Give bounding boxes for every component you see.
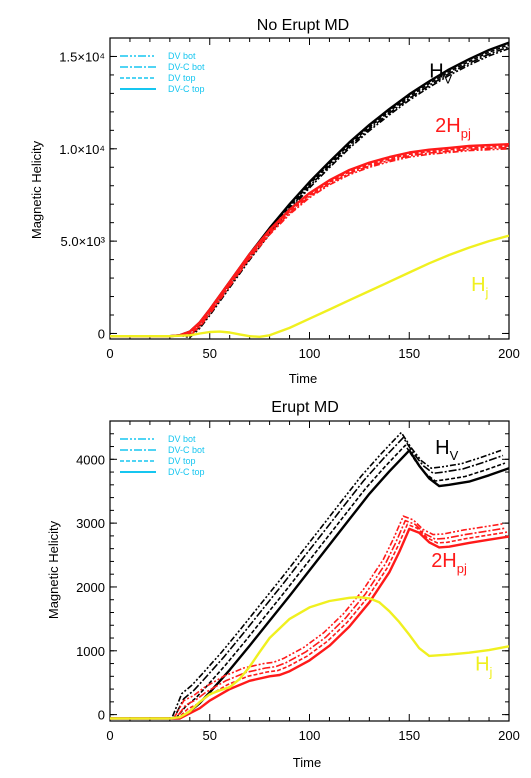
curve-label-HV: HV	[429, 61, 452, 87]
curves	[110, 41, 509, 339]
y-tick-label: 3000	[76, 516, 105, 531]
legend-label: DV-C bot	[168, 445, 205, 455]
curve-label-2Hpj: 2Hpj	[431, 550, 467, 576]
legend-label: DV bot	[168, 434, 196, 444]
chart-title: Erupt MD	[271, 399, 339, 416]
series-line-2Hpj	[110, 143, 509, 338]
curve-label-HV: HV	[435, 437, 458, 463]
y-tick-label: 1.0×10⁴	[59, 142, 105, 157]
legend-label: DV-C bot	[168, 62, 205, 72]
series-line-2Hpj	[110, 527, 509, 720]
y-tick-label: 1.5×10⁴	[59, 49, 105, 64]
x-tick-label: 100	[299, 346, 321, 361]
x-tick-label: 100	[299, 728, 321, 743]
y-tick-label: 2000	[76, 580, 105, 595]
x-tick-label: 50	[203, 346, 217, 361]
legend-label: DV top	[168, 456, 196, 466]
panel-erupt: Erupt MD Magnetic Helicity Time 0 50 100 15…	[46, 399, 520, 770]
series-line-2Hpj	[110, 148, 509, 338]
x-tick-label: 0	[106, 728, 113, 743]
curve-label-2Hpj: 2Hpj	[435, 115, 471, 141]
legend-label: DV-C top	[168, 84, 205, 94]
panel-no-erupt: No Erupt MD Magnetic Helicity Time 0 50 10…	[29, 17, 520, 386]
x-tick-label: 150	[398, 346, 420, 361]
series-line-Hv	[110, 436, 504, 720]
y-axis-label: Magnetic Helicity	[46, 520, 61, 619]
x-axis-label: Time	[289, 371, 317, 386]
chart-title: No Erupt MD	[257, 17, 349, 34]
curves	[110, 431, 509, 720]
series-line-Hv	[110, 431, 502, 720]
legend-label: DV-C top	[168, 467, 205, 477]
series-line-2Hpj	[110, 515, 504, 720]
series-line-2Hpj	[110, 145, 509, 338]
x-tick-label: 200	[498, 728, 520, 743]
series-line-2Hpj	[110, 519, 506, 720]
y-tick-label: 0	[98, 326, 105, 341]
y-axis-label: Magnetic Helicity	[29, 140, 44, 239]
curve-label-Hj: Hj	[471, 274, 488, 300]
y-tick-label: 5.0×10³	[61, 234, 106, 249]
series-line-Hj	[110, 234, 509, 338]
legend-label: DV bot	[168, 51, 196, 61]
series-line-Hv	[110, 449, 509, 720]
x-tick-label: 150	[398, 728, 420, 743]
x-tick-label: 0	[106, 346, 113, 361]
x-tick-label: 50	[203, 728, 217, 743]
y-tick-label: 4000	[76, 452, 105, 467]
curve-label-Hj: Hj	[475, 654, 492, 680]
series-line-2Hpj	[110, 146, 509, 338]
x-axis-label: Time	[293, 755, 321, 770]
series-line-Hj	[110, 596, 509, 720]
x-tick-label: 200	[498, 346, 520, 361]
y-tick-label: 1000	[76, 644, 105, 659]
y-tick-label: 0	[98, 708, 105, 723]
legend-label: DV top	[168, 73, 196, 83]
